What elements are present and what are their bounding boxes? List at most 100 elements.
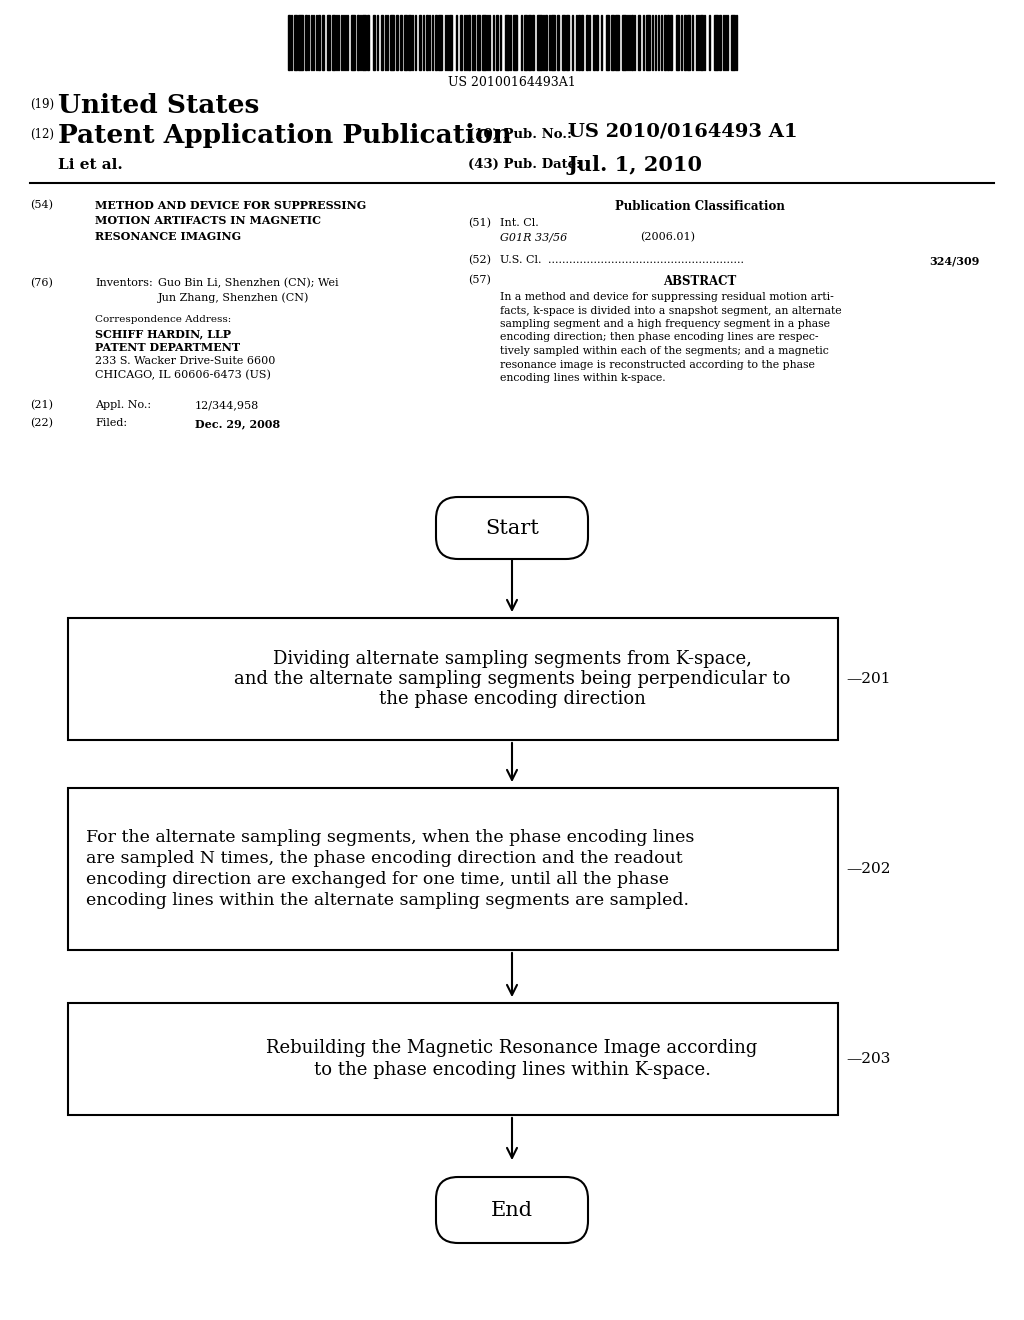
- Bar: [731, 15, 735, 70]
- Bar: [545, 15, 547, 70]
- Bar: [714, 15, 718, 70]
- Bar: [631, 15, 633, 70]
- Bar: [578, 15, 580, 70]
- Bar: [305, 15, 307, 70]
- Bar: [408, 15, 411, 70]
- Bar: [419, 15, 421, 70]
- Bar: [596, 15, 598, 70]
- Bar: [566, 15, 569, 70]
- Text: 12/344,958: 12/344,958: [195, 400, 259, 411]
- Bar: [586, 15, 588, 70]
- Bar: [524, 15, 527, 70]
- Text: Publication Classification: Publication Classification: [615, 201, 785, 213]
- Bar: [327, 15, 330, 70]
- Bar: [700, 15, 703, 70]
- Bar: [367, 15, 369, 70]
- Bar: [684, 15, 686, 70]
- Bar: [615, 15, 618, 70]
- Text: Appl. No.:: Appl. No.:: [95, 400, 152, 411]
- Bar: [505, 15, 509, 70]
- Bar: [381, 15, 383, 70]
- Text: United States: United States: [58, 92, 259, 117]
- Bar: [593, 15, 595, 70]
- Text: (19): (19): [30, 98, 54, 111]
- Text: (52): (52): [468, 255, 490, 265]
- Bar: [687, 15, 690, 70]
- Bar: [719, 15, 721, 70]
- Text: METHOD AND DEVICE FOR SUPPRESSING
MOTION ARTIFACTS IN MAGNETIC
RESONANCE IMAGING: METHOD AND DEVICE FOR SUPPRESSING MOTION…: [95, 201, 367, 242]
- Text: ABSTRACT: ABSTRACT: [664, 275, 736, 288]
- Bar: [318, 15, 319, 70]
- FancyBboxPatch shape: [436, 1177, 588, 1243]
- Text: (51): (51): [468, 218, 490, 228]
- Bar: [638, 15, 640, 70]
- Bar: [664, 15, 666, 70]
- Bar: [351, 15, 355, 70]
- Text: US 2010/0164493 A1: US 2010/0164493 A1: [568, 123, 798, 141]
- Text: Li et al.: Li et al.: [58, 158, 123, 172]
- Text: SCHIFF HARDIN, LLP: SCHIFF HARDIN, LLP: [95, 327, 231, 339]
- Text: U.S. Cl.: U.S. Cl.: [500, 255, 542, 265]
- Text: In a method and device for suppressing residual motion arti-: In a method and device for suppressing r…: [500, 292, 834, 302]
- Text: resonance image is reconstructed according to the phase: resonance image is reconstructed accordi…: [500, 359, 815, 370]
- Text: Patent Application Publication: Patent Application Publication: [58, 123, 512, 148]
- Bar: [426, 15, 428, 70]
- Bar: [400, 15, 402, 70]
- Text: Dec. 29, 2008: Dec. 29, 2008: [195, 418, 281, 429]
- Text: PATENT DEPARTMENT: PATENT DEPARTMENT: [95, 342, 240, 352]
- Text: —203: —203: [846, 1052, 891, 1067]
- Bar: [528, 15, 531, 70]
- Bar: [298, 15, 303, 70]
- Bar: [404, 15, 407, 70]
- Bar: [396, 15, 398, 70]
- Bar: [646, 15, 650, 70]
- Text: (76): (76): [30, 279, 53, 288]
- Text: Filed:: Filed:: [95, 418, 127, 428]
- Text: End: End: [490, 1201, 534, 1221]
- Text: (12): (12): [30, 128, 54, 141]
- Bar: [532, 15, 534, 70]
- Text: CHICAGO, IL 60606-6473 (US): CHICAGO, IL 60606-6473 (US): [95, 370, 271, 380]
- Text: encoding lines within k-space.: encoding lines within k-space.: [500, 374, 666, 383]
- Text: Correspondence Address:: Correspondence Address:: [95, 315, 231, 323]
- Text: (21): (21): [30, 400, 53, 411]
- Text: Dividing alternate sampling segments from K-space,: Dividing alternate sampling segments fro…: [272, 649, 752, 668]
- Text: For the alternate sampling segments, when the phase encoding lines: For the alternate sampling segments, whe…: [86, 829, 694, 846]
- Bar: [537, 15, 542, 70]
- Bar: [496, 15, 498, 70]
- Text: tively sampled within each of the segments; and a magnetic: tively sampled within each of the segmen…: [500, 346, 828, 356]
- Text: (43) Pub. Date:: (43) Pub. Date:: [468, 158, 581, 172]
- Bar: [557, 15, 559, 70]
- Bar: [390, 15, 394, 70]
- Text: sampling segment and a high frequency segment in a phase: sampling segment and a high frequency se…: [500, 319, 830, 329]
- Text: —201: —201: [846, 672, 891, 686]
- Bar: [373, 15, 375, 70]
- Bar: [551, 15, 555, 70]
- Text: Jun Zhang, Shenzhen (CN): Jun Zhang, Shenzhen (CN): [158, 292, 309, 302]
- Bar: [332, 15, 335, 70]
- Text: encoding direction are exchanged for one time, until all the phase: encoding direction are exchanged for one…: [86, 871, 669, 888]
- Text: and the alternate sampling segments being perpendicular to: and the alternate sampling segments bein…: [233, 671, 791, 688]
- Text: encoding direction; then phase encoding lines are respec-: encoding direction; then phase encoding …: [500, 333, 818, 342]
- Bar: [562, 15, 565, 70]
- Bar: [294, 15, 297, 70]
- Text: the phase encoding direction: the phase encoding direction: [379, 690, 645, 708]
- Text: Rebuilding the Magnetic Resonance Image according: Rebuilding the Magnetic Resonance Image …: [266, 1039, 758, 1057]
- Bar: [362, 15, 366, 70]
- Bar: [670, 15, 672, 70]
- Bar: [606, 15, 609, 70]
- Text: (54): (54): [30, 201, 53, 210]
- Bar: [288, 15, 290, 70]
- Text: ........................................................: ........................................…: [548, 255, 744, 265]
- Text: (57): (57): [468, 275, 490, 285]
- Text: (10) Pub. No.:: (10) Pub. No.:: [468, 128, 572, 141]
- Text: Inventors:: Inventors:: [95, 279, 153, 288]
- Bar: [482, 15, 486, 70]
- Text: encoding lines within the alternate sampling segments are sampled.: encoding lines within the alternate samp…: [86, 892, 689, 909]
- Text: G01R 33/56: G01R 33/56: [500, 232, 567, 242]
- Bar: [622, 15, 626, 70]
- Text: 233 S. Wacker Drive-Suite 6600: 233 S. Wacker Drive-Suite 6600: [95, 356, 275, 366]
- Text: are sampled N times, the phase encoding direction and the readout: are sampled N times, the phase encoding …: [86, 850, 683, 867]
- Bar: [676, 15, 679, 70]
- Text: (2006.01): (2006.01): [640, 232, 695, 243]
